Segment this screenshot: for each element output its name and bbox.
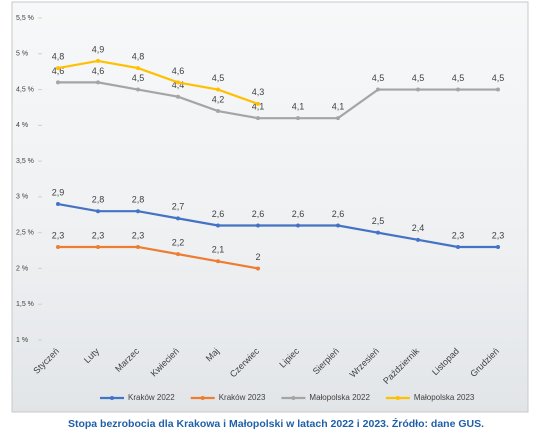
y-tick-label: 5,5 %: [16, 15, 34, 22]
data-point: [456, 87, 460, 92]
legend-label: Małopolska 2023: [414, 393, 475, 402]
data-label: 2,5: [372, 216, 385, 226]
legend-label: Małopolska 2022: [309, 393, 370, 402]
data-point: [256, 101, 260, 106]
data-label: 4,6: [92, 66, 105, 76]
data-label: 4,5: [412, 73, 425, 83]
data-label: 4,5: [492, 73, 505, 83]
data-label: 2,6: [292, 209, 305, 219]
data-point: [256, 116, 260, 121]
data-label: 4,8: [132, 51, 145, 61]
y-tick-label: 3,5 %: [16, 158, 34, 165]
y-tick-label: 3 %: [16, 194, 28, 201]
data-point: [176, 252, 180, 257]
data-point: [136, 244, 140, 249]
data-label: 4,1: [332, 102, 345, 112]
data-point: [216, 87, 220, 92]
data-label: 2,6: [212, 209, 225, 219]
data-point: [56, 80, 60, 85]
data-point: [136, 66, 140, 71]
data-point: [256, 223, 260, 228]
data-label: 2,6: [332, 209, 345, 219]
chart-frame: [11, 1, 529, 413]
data-label: 2: [255, 252, 260, 262]
data-label: 4,6: [172, 66, 185, 76]
data-label: 4,6: [52, 66, 65, 76]
data-label: 2,4: [412, 223, 425, 233]
data-label: 4,5: [452, 73, 465, 83]
data-point: [136, 209, 140, 214]
y-tick-label: 4 %: [16, 122, 28, 129]
data-label: 2,2: [172, 238, 185, 248]
data-label: 4,5: [212, 73, 225, 83]
data-point: [56, 202, 60, 207]
data-label: 4,1: [252, 102, 265, 112]
data-label: 2,3: [492, 230, 505, 240]
data-point: [416, 237, 420, 242]
data-point: [176, 216, 180, 221]
data-point: [136, 87, 140, 92]
data-label: 4,2: [212, 94, 225, 104]
legend-marker: [200, 396, 205, 400]
data-label: 4,8: [52, 51, 65, 61]
data-point: [336, 223, 340, 228]
data-point: [416, 87, 420, 92]
data-label: 2,3: [452, 230, 465, 240]
data-point: [176, 80, 180, 85]
data-label: 2,3: [52, 230, 65, 240]
legend-marker: [395, 396, 400, 400]
data-point: [56, 66, 60, 71]
data-label: 4,5: [132, 73, 145, 83]
data-point: [216, 109, 220, 114]
caption: Stopa bezrobocia dla Krakowa i Małopolsk…: [68, 417, 484, 430]
legend-marker: [291, 396, 296, 400]
data-point: [296, 223, 300, 228]
y-tick-label: 1,5 %: [16, 301, 34, 308]
data-point: [216, 223, 220, 228]
data-point: [176, 94, 180, 99]
legend-label: Kraków 2023: [219, 393, 266, 402]
data-label: 2,8: [92, 195, 105, 205]
data-label: 2,1: [212, 245, 225, 255]
data-point: [336, 116, 340, 121]
y-tick-label: 1 %: [16, 337, 28, 344]
legend-marker: [110, 396, 114, 400]
data-label: 4,5: [372, 73, 385, 83]
y-tick-label: 2,5 %: [16, 230, 34, 237]
legend-label: Kraków 2022: [128, 393, 175, 402]
data-point: [376, 230, 380, 235]
series-line: [57, 59, 259, 105]
data-label: 2,3: [132, 230, 145, 240]
data-point: [376, 87, 380, 92]
data-label: 4,1: [292, 102, 305, 112]
data-label: 4,3: [252, 87, 265, 97]
data-point: [256, 266, 260, 271]
data-point: [96, 80, 100, 85]
data-label: 4,9: [92, 44, 105, 54]
data-label: 4,4: [172, 80, 185, 90]
series-line: [58, 245, 259, 270]
data-label: 2,8: [132, 195, 145, 205]
data-point: [96, 209, 100, 214]
series-line: [57, 202, 498, 249]
data-point: [496, 244, 500, 249]
data-label: 2,9: [52, 187, 65, 197]
y-tick-label: 5 %: [16, 51, 28, 58]
data-point: [296, 116, 300, 121]
data-point: [96, 244, 100, 249]
data-point: [216, 259, 220, 264]
data-point: [96, 58, 100, 63]
series-line: [58, 81, 498, 120]
data-label: 2,3: [92, 230, 105, 240]
data-point: [456, 244, 460, 249]
y-tick-label: 4,5 %: [16, 86, 34, 93]
y-tick-label: 2 %: [16, 265, 28, 272]
data-point: [56, 244, 60, 249]
data-label: 2,7: [172, 202, 185, 212]
data-label: 2,6: [252, 209, 265, 219]
data-point: [496, 87, 500, 92]
